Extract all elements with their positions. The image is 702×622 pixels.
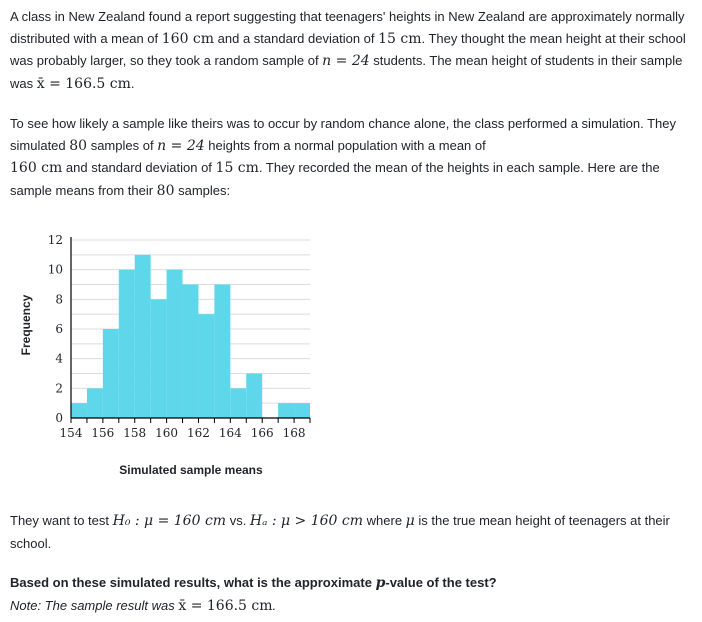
math-sample-mean: x̄ = 166.5 cm bbox=[178, 597, 273, 614]
histogram-bar bbox=[118, 269, 135, 418]
y-tick-label: 8 bbox=[55, 292, 63, 306]
chart-axes bbox=[70, 237, 311, 423]
x-tick-label: 162 bbox=[187, 426, 210, 440]
histogram-bar bbox=[182, 284, 199, 418]
histogram-bar bbox=[102, 329, 119, 418]
intro-paragraph: A class in New Zealand found a report su… bbox=[10, 6, 690, 95]
histogram-bar bbox=[86, 388, 103, 418]
histogram-bar bbox=[134, 254, 151, 418]
y-axis-title: Frequency bbox=[19, 294, 33, 355]
math-null-hypothesis: H₀ : μ = 160 cm bbox=[112, 513, 227, 529]
simulation-text: and standard deviation of bbox=[62, 160, 216, 175]
math-mean: 160 cm bbox=[161, 30, 215, 47]
intro-text: students. The mean height of students in… bbox=[10, 53, 683, 91]
note-text-part: Note: The sample result was bbox=[10, 597, 179, 613]
simulation-text: samples of bbox=[87, 137, 158, 153]
y-tick-label: 4 bbox=[55, 352, 63, 366]
histogram-bar bbox=[294, 403, 310, 418]
simulation-text: samples: bbox=[174, 182, 231, 198]
hypotheses-text: vs. bbox=[226, 513, 250, 528]
x-axis-title: Simulated sample means bbox=[119, 463, 263, 477]
x-tick-label: 168 bbox=[283, 426, 306, 440]
hypotheses-text: They want to test bbox=[10, 513, 113, 528]
note-text-part: . bbox=[272, 597, 277, 613]
y-tick-label: 2 bbox=[55, 381, 63, 395]
math-p: p bbox=[375, 575, 386, 591]
hypotheses-text: where bbox=[363, 513, 406, 528]
hypotheses-text: is the true mean height of teenagers at … bbox=[10, 513, 670, 551]
question-text-part: Based on these simulated results, what i… bbox=[10, 575, 376, 590]
y-tick-label: 0 bbox=[55, 411, 63, 425]
histogram-bar bbox=[71, 403, 87, 418]
math-sample-count: 80 bbox=[156, 182, 175, 199]
chart-bars bbox=[71, 254, 310, 418]
y-tick-label: 10 bbox=[48, 263, 63, 277]
math-sample-count: 80 bbox=[69, 137, 88, 154]
intro-text: A class in New Zealand found a report su… bbox=[10, 9, 685, 46]
math-mu: μ bbox=[405, 513, 415, 529]
y-tick-label: 6 bbox=[55, 322, 63, 336]
math-sd: 15 cm bbox=[378, 30, 422, 47]
hypotheses-paragraph: They want to test H₀ : μ = 160 cm vs. Hₐ… bbox=[10, 510, 690, 554]
intro-text: and a standard deviation of bbox=[214, 30, 379, 46]
x-tick-label: 164 bbox=[219, 426, 242, 440]
histogram-bar bbox=[214, 284, 231, 418]
x-tick-labels: 154 156 158 160 162 164 166 168 bbox=[60, 426, 306, 440]
question-block: Based on these simulated results, what i… bbox=[10, 572, 690, 617]
histogram-bar bbox=[230, 388, 247, 418]
x-tick-label: 156 bbox=[91, 426, 114, 440]
math-sample-size: n = 24 bbox=[157, 137, 205, 154]
intro-text: . They thought the mean height at their … bbox=[10, 30, 686, 69]
x-tick-label: 158 bbox=[123, 426, 146, 440]
simulation-text: . They recorded the mean of the heights … bbox=[10, 160, 660, 198]
note-text: Note: The sample result was x̄ = 166.5 c… bbox=[10, 597, 277, 614]
math-alt-hypothesis: Hₐ : μ > 160 cm bbox=[249, 513, 364, 529]
math-sample-mean: x̄ = 166.5 cm bbox=[36, 75, 131, 92]
math-mean: 160 cm bbox=[10, 160, 63, 176]
histogram-bar bbox=[246, 373, 263, 418]
x-tick-label: 160 bbox=[155, 426, 178, 440]
histogram-bar bbox=[198, 314, 215, 418]
histogram-bar bbox=[278, 403, 295, 418]
question-text: Based on these simulated results, what i… bbox=[10, 575, 497, 591]
y-tick-labels: 0 2 4 6 8 10 12 bbox=[48, 233, 64, 425]
x-tick-label: 166 bbox=[251, 426, 274, 440]
histogram-bar bbox=[166, 269, 183, 418]
histogram-bar bbox=[150, 299, 167, 418]
simulation-text: To see how likely a sample like theirs w… bbox=[10, 116, 676, 153]
simulation-text: heights from a normal population with a … bbox=[204, 137, 486, 153]
histogram-chart: 0 2 4 6 8 10 12 154 156 158 160 162 164 166 168 Simul… bbox=[19, 233, 311, 477]
x-tick-label: 154 bbox=[60, 426, 83, 440]
math-sd: 15 cm bbox=[215, 160, 259, 176]
simulation-paragraph: To see how likely a sample like theirs w… bbox=[10, 113, 690, 202]
y-tick-label: 12 bbox=[48, 233, 63, 247]
intro-text: . bbox=[130, 75, 135, 91]
question-text-part: -value of the test? bbox=[385, 575, 497, 590]
math-sample-size: n = 24 bbox=[322, 53, 370, 69]
